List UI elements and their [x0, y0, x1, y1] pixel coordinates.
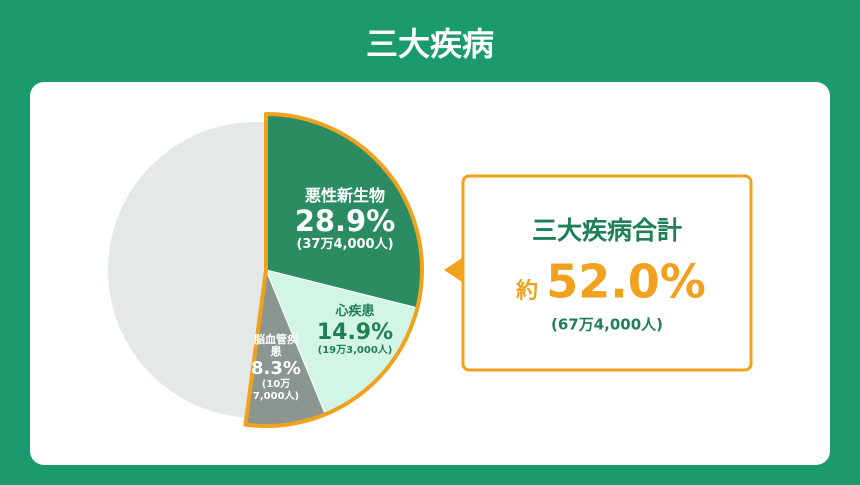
slices: [243, 112, 424, 428]
highlight-outline: [243, 112, 424, 428]
slice-count: (37万4,000人): [296, 237, 394, 253]
slice-count: (19万3,000人): [317, 345, 393, 357]
slice-label: 悪性新生物 28.9% (37万4,000人): [275, 170, 415, 270]
slice-name: 悪性新生物: [304, 185, 385, 205]
total-value: 52.0%: [546, 255, 706, 309]
slice-value: 8.3%: [251, 357, 301, 379]
chart-title: 三大疾病: [366, 25, 494, 63]
slice-name: 心疾患: [335, 304, 375, 320]
slice-value: 14.9%: [316, 320, 394, 346]
slice-label: 心疾患 14.9% (19万3,000人): [300, 300, 410, 362]
total-prefix: 約: [515, 278, 538, 304]
slice-name: 脳血管疾患: [254, 332, 298, 359]
callout-box: [461, 174, 753, 372]
total-count: (67万4,000人): [551, 316, 663, 334]
slice-count: (10万7,000人): [252, 379, 300, 402]
slice-label: 脳血管疾患 8.3% (10万7,000人): [251, 318, 301, 418]
callout-arrow: [444, 258, 462, 282]
total-label: 三大疾病合計: [532, 216, 682, 245]
total-callout: 三大疾病合計 約 52.0% (67万4,000人): [444, 174, 753, 372]
slice-value: 28.9%: [294, 204, 396, 239]
